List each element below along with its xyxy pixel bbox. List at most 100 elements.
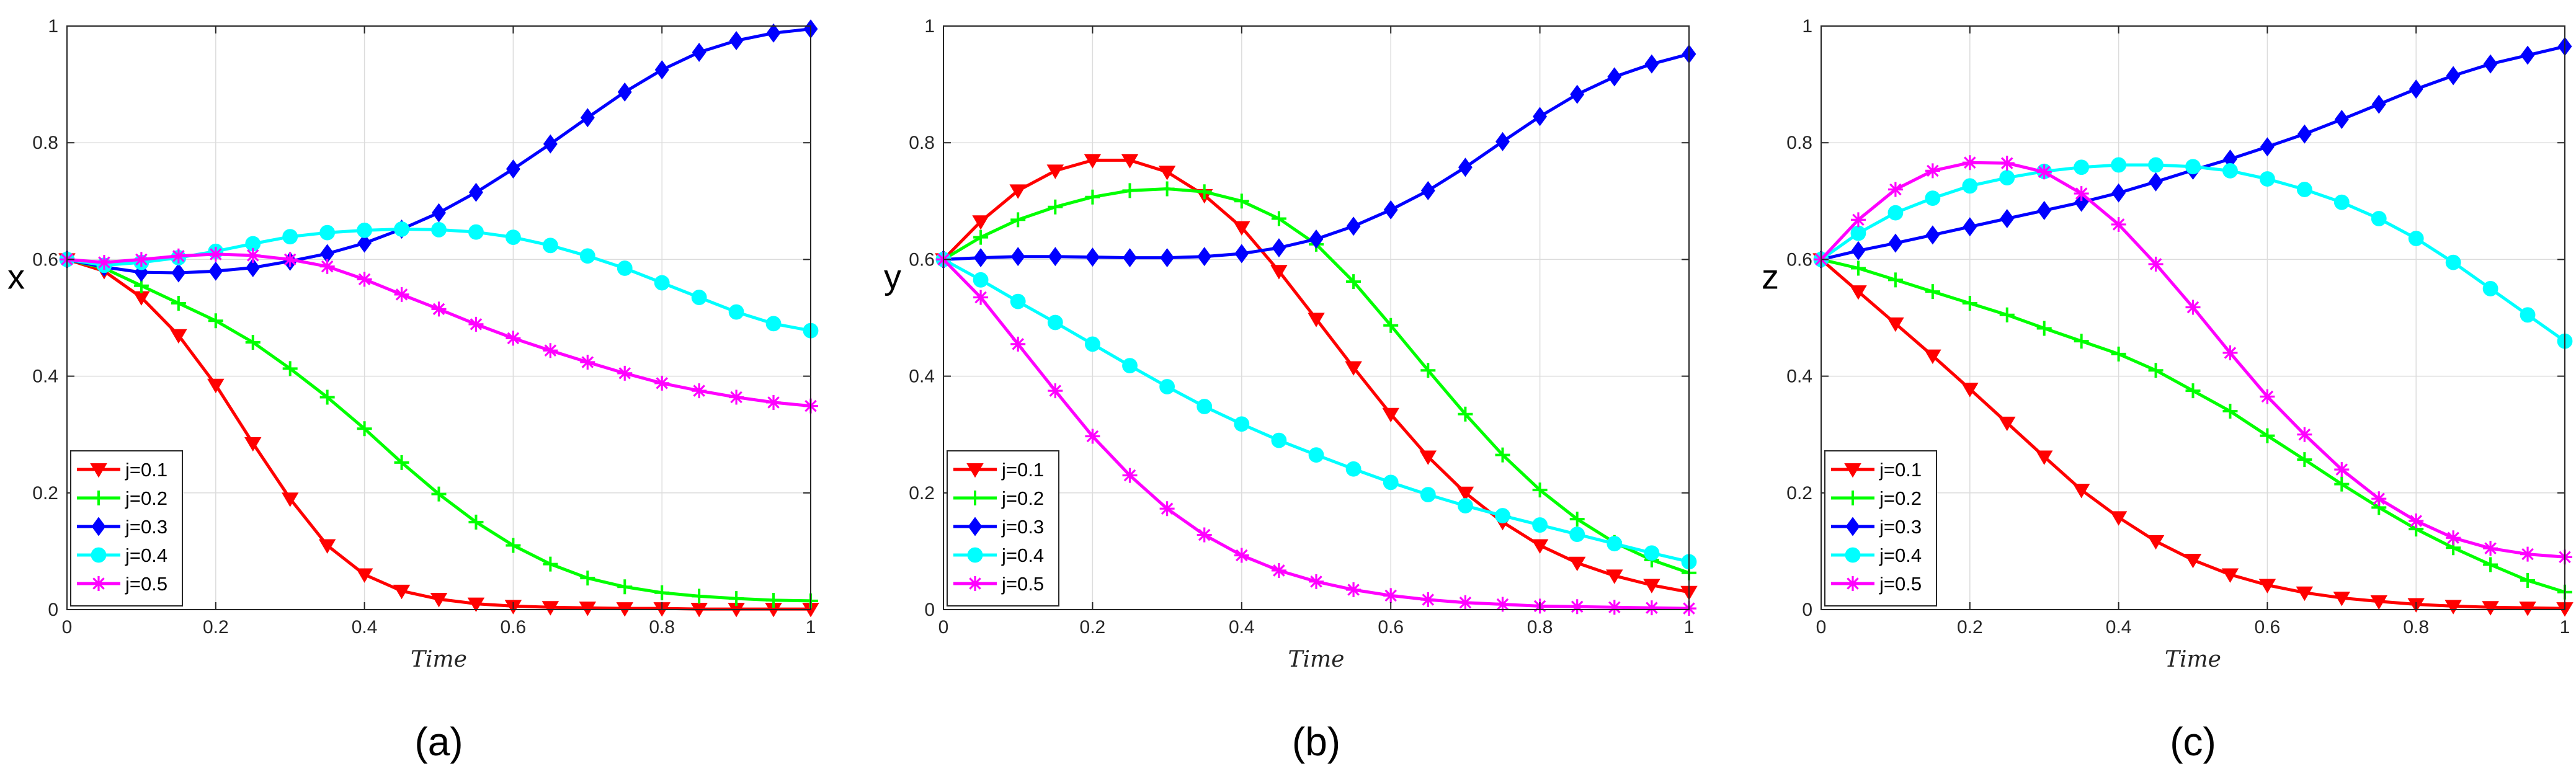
data-point-j=0.2-11	[1346, 274, 1362, 290]
legend-label: j=0.4	[1879, 544, 1922, 566]
data-point-j=0.4-3	[1925, 190, 1941, 206]
data-point-j=0.3-1	[1851, 241, 1866, 260]
y-tick-label: 1	[48, 16, 58, 37]
data-point-j=0.3-19	[766, 23, 781, 43]
data-point-j=0.1-18	[2482, 601, 2499, 616]
data-point-j=0.5-5	[1122, 468, 1138, 483]
data-point-j=0.1-1	[972, 215, 989, 230]
legend-box	[1824, 450, 1937, 606]
data-point-j=0.2-19	[766, 592, 782, 608]
data-point-j=0.5-18	[729, 389, 744, 405]
data-point-j=0.3-18	[2483, 54, 2498, 74]
x-tick-label: 0	[62, 617, 73, 638]
data-point-j=0.3-12	[1383, 200, 1398, 220]
legend-label: j=0.5	[125, 573, 167, 595]
data-point-j=0.5-8	[2111, 216, 2126, 232]
data-point-j=0.4-16	[1532, 517, 1548, 533]
y-tick-label: 0.2	[32, 483, 58, 504]
legend-label: j=0.2	[1879, 487, 1922, 509]
series-j=0.5	[60, 246, 818, 414]
data-point-j=0.3-17	[692, 42, 706, 62]
data-point-j=0.4-10	[2185, 159, 2201, 175]
data-point-j=0.1-5	[1999, 416, 2016, 432]
data-point-j=0.3-6	[2037, 200, 2052, 220]
plot-area	[1821, 26, 2565, 610]
data-point-j=0.5-12	[506, 331, 521, 346]
data-point-j=0.2-13	[543, 556, 558, 572]
data-point-j=0.4-11	[1345, 461, 1362, 477]
data-point-j=0.2-3	[1048, 199, 1063, 215]
series-j=0.5	[1814, 155, 2572, 565]
data-point-j=0.3-7	[1197, 247, 1212, 267]
data-point-j=0.3-8	[2111, 183, 2126, 203]
x-tick-label: 0.2	[1080, 617, 1106, 638]
x-tick-label: 0.4	[2106, 617, 2132, 638]
legend-label: j=0.2	[125, 487, 167, 509]
data-point-j=0.1-11	[1345, 361, 1362, 376]
data-point-j=0.1-9	[2147, 535, 2165, 550]
data-point-j=0.4-11	[2222, 162, 2238, 179]
data-point-j=0.2-16	[654, 585, 670, 600]
series-j=0.3	[936, 44, 1696, 269]
data-point-j=0.2-17	[692, 589, 707, 604]
data-point-j=0.5-8	[357, 272, 372, 287]
data-point-j=0.5-10	[431, 301, 447, 317]
data-point-j=0.3-1	[973, 248, 988, 268]
legend-marker	[1845, 547, 1861, 563]
x-tick-label: 0	[938, 617, 949, 638]
data-point-j=0.1-12	[1382, 407, 1399, 423]
y-tick-label: 0.4	[32, 367, 58, 387]
y-tick-label: 1	[924, 16, 935, 37]
data-point-j=0.1-4	[1084, 154, 1102, 169]
data-point-j=0.5-14	[1458, 595, 1473, 610]
x-tick-label: 0.8	[2403, 617, 2429, 638]
data-point-j=0.5-9	[394, 287, 409, 302]
data-point-j=0.4-8	[1234, 416, 1250, 432]
chart-panel-3: 0 0.2 0.4 0.6 0.8 1 0 0.2 0.4 0.6 0.8 1 Time z (c) j=0.…	[1762, 16, 2574, 764]
panel-caption: (c)	[2170, 719, 2216, 764]
data-point-j=0.4-16	[654, 275, 670, 291]
legend-marker	[968, 576, 983, 591]
data-point-j=0.2-15	[617, 579, 633, 595]
data-point-j=0.1-4	[1961, 383, 1979, 398]
legend-marker	[91, 491, 106, 505]
data-point-j=0.4-14	[1458, 498, 1473, 513]
data-point-j=0.1-12	[2258, 579, 2276, 593]
data-point-j=0.5-7	[2074, 186, 2089, 202]
data-point-j=0.4-8	[357, 222, 372, 238]
data-point-j=0.5-6	[282, 252, 298, 267]
data-point-j=0.2-6	[282, 361, 298, 376]
x-tick-label: 0.8	[649, 617, 675, 638]
data-point-j=0.5-2	[1887, 182, 1903, 197]
x-tick-label: 0.6	[1378, 617, 1404, 638]
data-point-j=0.5-16	[2409, 513, 2424, 528]
x-tick-label: 0.2	[1957, 617, 1983, 638]
data-point-j=0.1-16	[1531, 539, 1549, 554]
data-point-j=0.5-3	[1048, 383, 1063, 399]
legend-label: j=0.1	[125, 459, 167, 481]
data-point-j=0.1-10	[1308, 313, 1325, 327]
data-point-j=0.2-13	[1420, 363, 1436, 378]
x-tick-label: 0.8	[1527, 617, 1553, 638]
data-point-j=0.3-18	[1607, 67, 1622, 87]
data-point-j=0.4-2	[1887, 205, 1904, 221]
data-point-j=0.3-14	[2334, 110, 2349, 130]
legend: j=0.1 j=0.2 j=0.3 j=0.4 j=0.5	[70, 450, 183, 606]
data-point-j=0.2-6	[1159, 181, 1175, 197]
data-point-j=0.5-15	[617, 365, 633, 381]
data-point-j=0.1-10	[430, 593, 448, 608]
data-point-j=0.3-13	[543, 134, 558, 154]
data-point-j=0.4-15	[617, 260, 633, 276]
data-point-j=0.3-9	[2149, 172, 2163, 192]
series-j=0.1	[935, 154, 1698, 601]
legend-label: j=0.3	[1001, 516, 1044, 538]
data-point-j=0.4-9	[1271, 432, 1287, 448]
panel-caption: (a)	[414, 719, 463, 764]
data-point-j=0.3-2	[1888, 233, 1903, 253]
data-point-j=0.3-5	[1123, 248, 1137, 268]
data-point-j=0.4-12	[2260, 171, 2275, 187]
data-point-j=0.4-13	[542, 238, 558, 254]
data-point-j=0.5-13	[2297, 427, 2312, 442]
data-point-j=0.3-17	[1570, 84, 1585, 104]
data-point-j=0.5-9	[1271, 562, 1286, 578]
